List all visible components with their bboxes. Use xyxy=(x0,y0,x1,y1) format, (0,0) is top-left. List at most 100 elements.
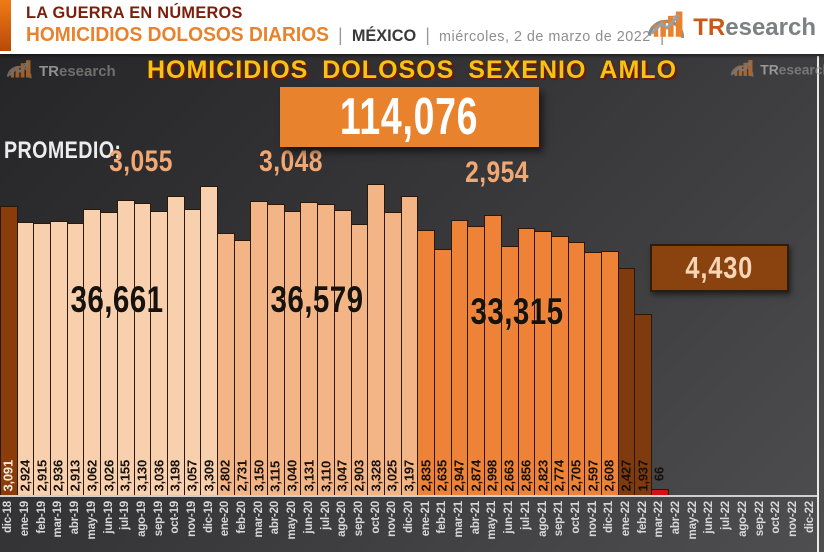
header: LA GUERRA EN NÚMEROS HOMICIDIOS DOLOSOS … xyxy=(0,0,824,54)
header-titles: LA GUERRA EN NÚMEROS HOMICIDIOS DOLOSOS … xyxy=(26,3,695,47)
bar-value-label: 2,856 xyxy=(518,460,534,492)
bar-value-label: 3,150 xyxy=(251,460,267,492)
x-tick-label: dic-18 xyxy=(2,501,15,534)
x-tick-label: feb-20 xyxy=(236,501,249,534)
x-tick-label: may-19 xyxy=(85,501,98,540)
header-accent-strip xyxy=(0,0,11,51)
x-tick-label: mar-20 xyxy=(252,501,265,538)
bar-mar-21 xyxy=(450,220,469,495)
bar-ago-21 xyxy=(534,231,552,495)
x-tick-label: jun-21 xyxy=(503,501,516,534)
bar-value-label: 2,774 xyxy=(551,460,567,492)
header-date: miércoles, 2 de marzo de 2022 xyxy=(439,28,651,45)
current-total-value: 4,430 xyxy=(685,250,754,285)
bar-value-label: 3,057 xyxy=(184,460,200,492)
bar-value-label: 3,131 xyxy=(301,460,317,492)
x-tick-label: may-20 xyxy=(286,501,299,540)
bar-value-label: 2,936 xyxy=(50,460,66,492)
bar-jul-20 xyxy=(317,204,335,495)
x-tick-label: ago-22 xyxy=(736,501,749,537)
x-tick-label: abr-19 xyxy=(69,501,82,535)
x-tick-label: sep-19 xyxy=(152,501,165,537)
bar-value-label: 3,040 xyxy=(284,460,300,492)
bar-value-label: 3,130 xyxy=(134,460,150,492)
x-tick-label: jun-22 xyxy=(703,501,716,534)
bar-value-label: 66 xyxy=(651,466,667,481)
bar-value-label: 3,062 xyxy=(84,460,100,492)
average-2020: 3,048 xyxy=(259,145,323,178)
bar-ago-19 xyxy=(133,203,152,495)
bar-may-21 xyxy=(484,215,502,495)
x-axis-baseline xyxy=(0,495,818,497)
bar-dic-20 xyxy=(400,196,419,495)
bar-jul-19 xyxy=(116,200,135,495)
tresearch-wordmark: TResearch xyxy=(693,14,816,41)
x-tick-label: may-21 xyxy=(486,501,499,540)
bar-feb-19 xyxy=(33,223,52,495)
year-sum-2021: 33,315 xyxy=(470,291,564,332)
bar-value-label: 3,026 xyxy=(101,460,116,492)
tresearch-logo: TResearch xyxy=(645,8,816,48)
x-tick-label: nov-19 xyxy=(185,501,198,537)
tresearch-watermark-right: TResearch xyxy=(729,58,824,83)
bar-value-label: 3,036 xyxy=(151,460,167,492)
x-tick-label: mar-21 xyxy=(453,501,466,538)
bar-value-label: 2,915 xyxy=(34,460,50,492)
bar-nov-19 xyxy=(183,209,202,495)
x-tick-label: feb-21 xyxy=(436,501,449,534)
total-value: 114,076 xyxy=(340,88,479,146)
bar-jun-20 xyxy=(300,202,319,495)
tresearch-logo-icon xyxy=(648,11,685,39)
bar-oct-19 xyxy=(166,196,185,495)
bar-value-label: 3,091 xyxy=(0,460,16,492)
year-sum-2019: 36,661 xyxy=(70,279,164,320)
x-tick-label: jul-19 xyxy=(119,501,132,530)
x-tick-label: ene-22 xyxy=(620,501,633,537)
bar-value-label: 3,155 xyxy=(117,460,133,492)
bar-value-label: 3,309 xyxy=(201,460,217,492)
bar-jun-19 xyxy=(100,212,118,495)
bar-value-label: 2,802 xyxy=(217,460,233,492)
bar-value-label: 3,197 xyxy=(401,460,417,492)
bar-nov-20 xyxy=(383,212,402,495)
header-subtitle: HOMICIDIOS DOLOSOS DIARIOS xyxy=(26,24,329,46)
x-tick-label: abr-20 xyxy=(269,501,282,535)
bar-oct-21 xyxy=(567,242,586,495)
bar-nov-21 xyxy=(584,252,602,495)
x-tick-label: jul-21 xyxy=(519,501,532,530)
bar-ago-20 xyxy=(333,210,352,495)
x-tick-label: dic-21 xyxy=(603,501,616,534)
bar-jun-21 xyxy=(500,246,519,495)
current-total-box: 4,430 xyxy=(650,244,789,292)
bar-abr-20 xyxy=(267,204,285,495)
x-tick-label: may-22 xyxy=(686,501,699,540)
bar-value-label: 3,328 xyxy=(368,460,384,492)
bar-value-label: 2,913 xyxy=(67,460,83,492)
x-tick-label: feb-19 xyxy=(35,501,48,534)
x-tick-label: sep-21 xyxy=(553,501,566,537)
x-tick-label: abr-22 xyxy=(670,501,683,535)
promedio-label: PROMEDIO: xyxy=(4,137,122,164)
bar-value-label: 2,635 xyxy=(434,460,450,492)
separator: | xyxy=(425,25,430,45)
x-tick-label: feb-22 xyxy=(636,501,649,534)
bar-dic-18 xyxy=(0,206,18,495)
x-tick-label: jun-19 xyxy=(102,501,115,534)
bar-dic-19 xyxy=(200,186,218,495)
x-tick-label: dic-22 xyxy=(803,501,816,534)
bar-jul-21 xyxy=(517,228,536,495)
bar-abr-19 xyxy=(66,223,85,495)
bar-dic-21 xyxy=(600,251,619,495)
bar-ene-20 xyxy=(217,233,235,495)
tresearch-logo-icon xyxy=(730,60,754,77)
x-tick-label: dic-20 xyxy=(402,501,415,534)
x-tick-label: dic-19 xyxy=(202,501,215,534)
x-axis: dic-18 ene-19 feb-19 mar-19 abr-19 may-19 jun-… xyxy=(0,498,818,552)
x-tick-label: ene-20 xyxy=(219,501,232,537)
bar-value-label: 2,608 xyxy=(601,460,617,492)
x-tick-label: abr-21 xyxy=(469,501,482,535)
x-tick-label: jun-20 xyxy=(302,501,315,534)
bar-value-label: 2,903 xyxy=(351,460,367,492)
x-tick-label: nov-20 xyxy=(386,501,399,537)
